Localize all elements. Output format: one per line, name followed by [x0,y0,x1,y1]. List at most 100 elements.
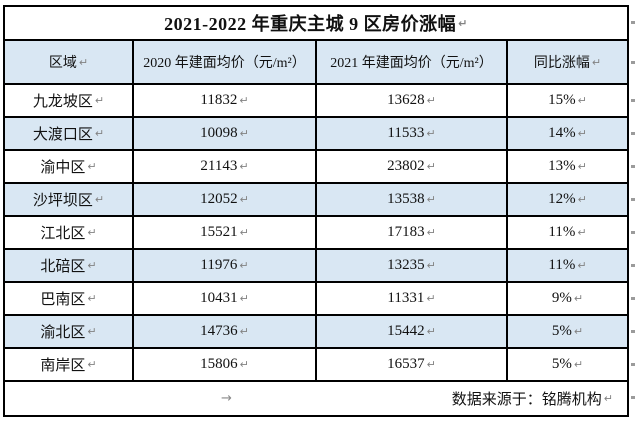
header-price-2020: 2020 年建面均价（元/m²） [134,41,317,83]
table-row: 渝中区 ↵ 21143 ↵ 23802 ↵ 13% ↵ [5,151,627,184]
cell-price-2021: 23802 ↵ [317,151,508,182]
price-2021-value: 13628 [387,92,425,108]
paragraph-mark-icon: ↵ [426,292,436,305]
cell-price-2020: 15521 ↵ [134,217,317,248]
price-2020-value: 15806 [200,356,238,372]
paragraph-mark-icon: ↵ [239,325,249,338]
paragraph-mark-icon: ↵ [426,127,436,140]
paragraph-mark-icon: ↵ [573,358,584,371]
header-district-label: 区域 [48,56,77,71]
district-value: 沙坪坝区 [32,193,93,209]
paragraph-mark-icon: ↵ [239,94,249,107]
paragraph-mark-icon: ↵ [591,55,602,69]
paragraph-mark-icon: ↵ [239,160,249,173]
table-row: 南岸区 ↵ 15806 ↵ 16537 ↵ 5% ↵ [5,349,627,382]
paragraph-mark-icon: ↵ [577,127,587,140]
end-of-row-mark [631,396,635,399]
end-of-row-mark [631,231,635,234]
cell-yoy: 5% ↵ [508,316,627,347]
end-of-row-mark [631,99,635,102]
cell-price-2021: 17183 ↵ [317,217,508,248]
yoy-value: 15% [548,92,576,108]
price-2021-value: 13538 [387,191,425,207]
district-value: 南岸区 [40,358,86,374]
paragraph-mark-icon: ↵ [577,193,587,206]
paragraph-mark-icon: ↵ [426,160,436,173]
district-value: 江北区 [40,226,86,242]
end-of-row-mark [631,264,635,267]
yoy-value: 13% [548,158,576,174]
district-value: 北碚区 [40,259,86,275]
end-of-row-mark [631,132,635,135]
cell-yoy: 11% ↵ [508,250,627,281]
cell-price-2020: 11832 ↵ [134,85,317,116]
price-2020-value: 14736 [200,323,238,339]
price-2020-value: 15521 [200,224,238,240]
price-table: 2021-2022 年重庆主城 9 区房价涨幅 ↵ 区域 ↵ 2020 年建面均价（… [3,5,629,417]
header-yoy-label: 同比涨幅 [533,56,590,71]
yoy-value: 14% [548,125,576,141]
table-row: 沙坪坝区 ↵ 12052 ↵ 13538 ↵ 12% ↵ [5,184,627,217]
district-value: 大渡口区 [32,127,93,143]
paragraph-mark-icon: ↵ [87,358,97,371]
paragraph-mark-icon: ↵ [426,94,436,107]
cell-yoy: 9% ↵ [508,283,627,314]
paragraph-mark-icon: ↵ [577,259,587,272]
cell-price-2021: 15442 ↵ [317,316,508,347]
table-row: 渝北区 ↵ 14736 ↵ 15442 ↵ 5% ↵ [5,316,627,349]
paragraph-mark-icon: ↵ [577,160,587,173]
paragraph-mark-icon: ↵ [239,358,249,371]
cell-yoy: 14% ↵ [508,118,627,149]
end-of-row-mark [631,297,635,300]
cell-price-2020: 12052 ↵ [134,184,317,215]
price-2021-value: 16537 [387,356,425,372]
district-value: 九龙坡区 [32,94,93,110]
cell-district: 九龙坡区 ↵ [5,85,134,116]
paragraph-mark-icon: ↵ [239,292,249,305]
header-yoy: 同比涨幅 ↵ [508,41,627,83]
table-header-row: 区域 ↵ 2020 年建面均价（元/m²） 2021 年建面均价（元/m²） 同比… [5,41,627,85]
price-2021-value: 23802 [387,158,425,174]
price-2020-value: 11832 [200,92,238,108]
table-row: 巴南区 ↵ 10431 ↵ 11331 ↵ 9% ↵ [5,283,627,316]
cell-district: 沙坪坝区 ↵ [5,184,134,215]
price-2021-value: 11533 [387,125,425,141]
paragraph-mark-icon: ↵ [577,226,587,239]
district-value: 渝中区 [40,160,86,176]
paragraph-mark-icon: ↵ [239,259,249,272]
cell-price-2021: 13628 ↵ [317,85,508,116]
table-row: 江北区 ↵ 15521 ↵ 17183 ↵ 11% ↵ [5,217,627,250]
header-price-2021-label: 2021 年建面均价（元/m²） [330,56,493,71]
end-of-row-mark [631,165,635,168]
paragraph-mark-icon: ↵ [94,127,105,140]
cell-price-2020: 21143 ↵ [134,151,317,182]
header-price-2021: 2021 年建面均价（元/m²） [317,41,508,83]
price-2020-value: 11976 [200,257,238,273]
cell-yoy: 5% ↵ [508,349,627,380]
paragraph-mark-icon: ↵ [239,226,249,239]
cell-district: 大渡口区 ↵ [5,118,134,149]
header-price-2020-label: 2020 年建面均价（元/m²） [143,56,306,71]
yoy-value: 11% [548,257,576,273]
cell-price-2021: 13235 ↵ [317,250,508,281]
cell-price-2020: 15806 ↵ [134,349,317,380]
paragraph-mark-icon: ↵ [426,193,436,206]
cell-price-2021: 11533 ↵ [317,118,508,149]
cell-price-2020: 10431 ↵ [134,283,317,314]
cell-price-2021: 16537 ↵ [317,349,508,380]
cell-district: 巴南区 ↵ [5,283,134,314]
cell-district: 渝北区 ↵ [5,316,134,347]
paragraph-mark-icon: ↵ [87,160,97,173]
paragraph-mark-icon: ↵ [426,358,436,371]
table-footer-row: → 数据来源于：铭腾机构 ↵ [5,382,627,415]
table-row: 九龙坡区 ↵ 11832 ↵ 13628 ↵ 15% ↵ [5,85,627,118]
paragraph-mark-icon: ↵ [94,193,105,206]
paragraph-mark-icon: ↵ [426,259,436,272]
cell-price-2020: 11976 ↵ [134,250,317,281]
paragraph-mark-icon: ↵ [573,292,584,305]
cell-district: 渝中区 ↵ [5,151,134,182]
end-of-row-mark [631,198,635,201]
yoy-value: 12% [548,191,576,207]
price-2021-value: 13235 [387,257,425,273]
paragraph-mark-icon: ↵ [577,94,587,107]
